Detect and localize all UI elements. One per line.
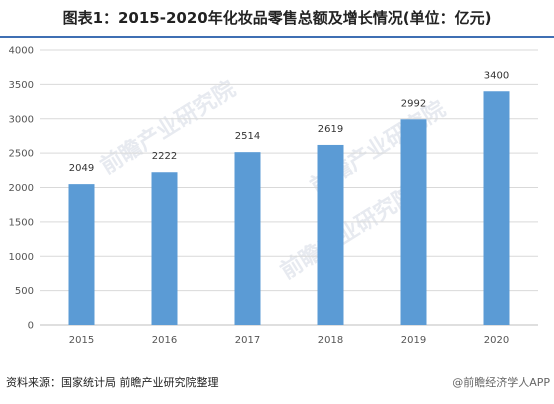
data-label-2017: 2514 — [235, 131, 260, 142]
y-tick-label: 4000 — [9, 46, 34, 57]
y-tick-label: 3000 — [9, 114, 34, 125]
bar-2016 — [151, 172, 178, 325]
data-labels: 2049 2222 2514 2619 2992 3400 — [69, 70, 509, 174]
y-tick-label: 1500 — [9, 217, 34, 228]
x-tick-label: 2017 — [235, 335, 260, 346]
x-tick-label: 2019 — [401, 335, 426, 346]
x-tick-label: 2018 — [318, 335, 343, 346]
y-tick-label: 2000 — [9, 183, 34, 194]
data-label-2015: 2049 — [69, 163, 94, 174]
x-axis-ticks: 2015 2016 2017 2018 2019 2020 — [69, 335, 509, 346]
bar-chart: 0 500 1000 1500 2000 2500 3000 3500 4000 2049 222… — [9, 46, 538, 346]
data-label-2018: 2619 — [318, 124, 343, 135]
brand-credit: @前瞻经济学人APP — [452, 376, 550, 389]
x-tick-label: 2016 — [152, 335, 177, 346]
bar-2017 — [234, 152, 261, 325]
bar-2015 — [68, 184, 95, 325]
bars — [68, 91, 510, 325]
source-note: 资料来源：国家统计局 前瞻产业研究院整理 — [6, 376, 219, 389]
data-label-2019: 2992 — [401, 98, 426, 109]
y-tick-label: 2500 — [9, 149, 34, 160]
y-axis-ticks: 0 500 1000 1500 2000 2500 3000 3500 4000 — [9, 46, 34, 332]
y-tick-label: 3500 — [9, 80, 34, 91]
y-tick-label: 500 — [15, 286, 34, 297]
bar-2019 — [400, 119, 427, 325]
x-tick-label: 2020 — [484, 335, 509, 346]
data-label-2016: 2222 — [152, 151, 177, 162]
gridlines — [40, 49, 538, 326]
y-tick-label: 0 — [28, 321, 34, 332]
data-label-2020: 3400 — [484, 70, 509, 81]
bar-2018 — [317, 144, 344, 325]
x-tick-label: 2015 — [69, 335, 94, 346]
title-divider — [0, 36, 554, 38]
bar-2020 — [483, 91, 510, 325]
chart-title: 图表1：2015-2020年化妆品零售总额及增长情况(单位：亿元) — [62, 9, 492, 27]
y-tick-label: 1000 — [9, 252, 34, 263]
